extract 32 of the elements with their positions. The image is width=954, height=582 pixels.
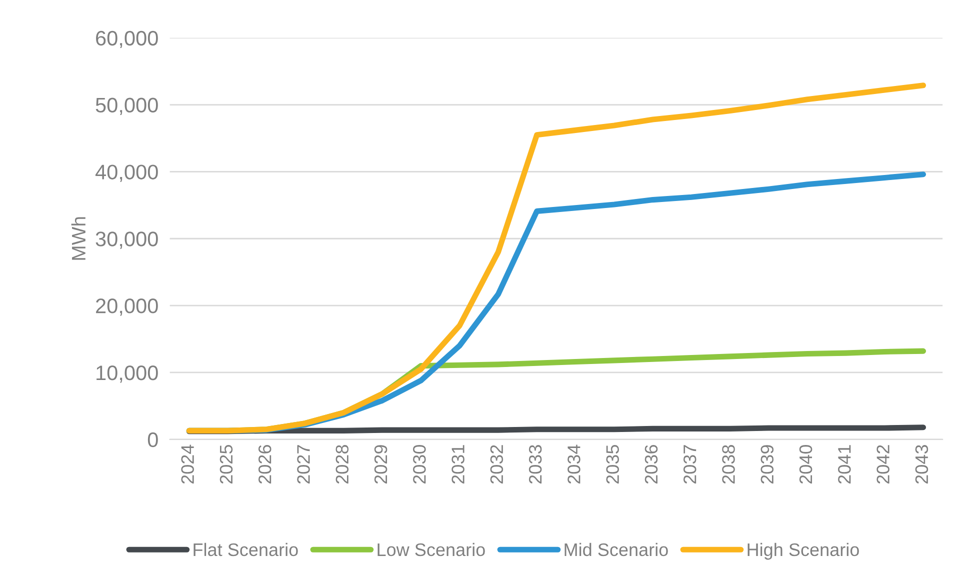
x-tick-label: 2027 — [297, 445, 310, 484]
x-tick-label: 2034 — [568, 444, 580, 484]
x-tick-label: 2030 — [413, 444, 426, 484]
x-tick-label: 2025 — [220, 445, 233, 484]
x-tick-label: 2043 — [915, 445, 928, 484]
x-tick-label: 2036 — [644, 445, 658, 484]
y-tick-label: 60,000 — [96, 30, 158, 48]
y-tick-label: 10,000 — [96, 365, 158, 383]
legend-label: Mid Scenario — [564, 542, 668, 556]
x-tick-label: 2038 — [722, 445, 735, 484]
x-tick-label: 2041 — [838, 445, 851, 484]
x-tick-label: 2040 — [799, 444, 812, 484]
x-tick-label: 2039 — [760, 445, 774, 484]
x-tick-label: 2028 — [336, 445, 349, 484]
y-tick-label: 40,000 — [95, 164, 158, 182]
x-tick-label: 2029 — [374, 445, 388, 484]
x-tick-label: 2042 — [876, 445, 890, 484]
y-axis-title: MWh — [71, 217, 86, 260]
y-tick-label: 0 — [148, 432, 158, 448]
y-tick-label: 30,000 — [96, 232, 158, 249]
x-tick-label: 2035 — [606, 445, 619, 484]
legend-label: High Scenario — [748, 542, 859, 560]
x-tick-label: 2032 — [490, 445, 504, 484]
y-tick-label: 20,000 — [96, 298, 158, 316]
x-tick-label: 2026 — [258, 445, 272, 484]
y-tick-label: 50,000 — [96, 98, 158, 115]
legend-label: Flat Scenario — [194, 542, 298, 556]
x-tick-label: 2031 — [452, 445, 464, 484]
x-tick-label: 2037 — [683, 445, 696, 484]
x-tick-label: 2024 — [181, 444, 194, 484]
x-tick-label: 2033 — [528, 445, 542, 484]
legend-label: Low Scenario — [378, 542, 485, 556]
